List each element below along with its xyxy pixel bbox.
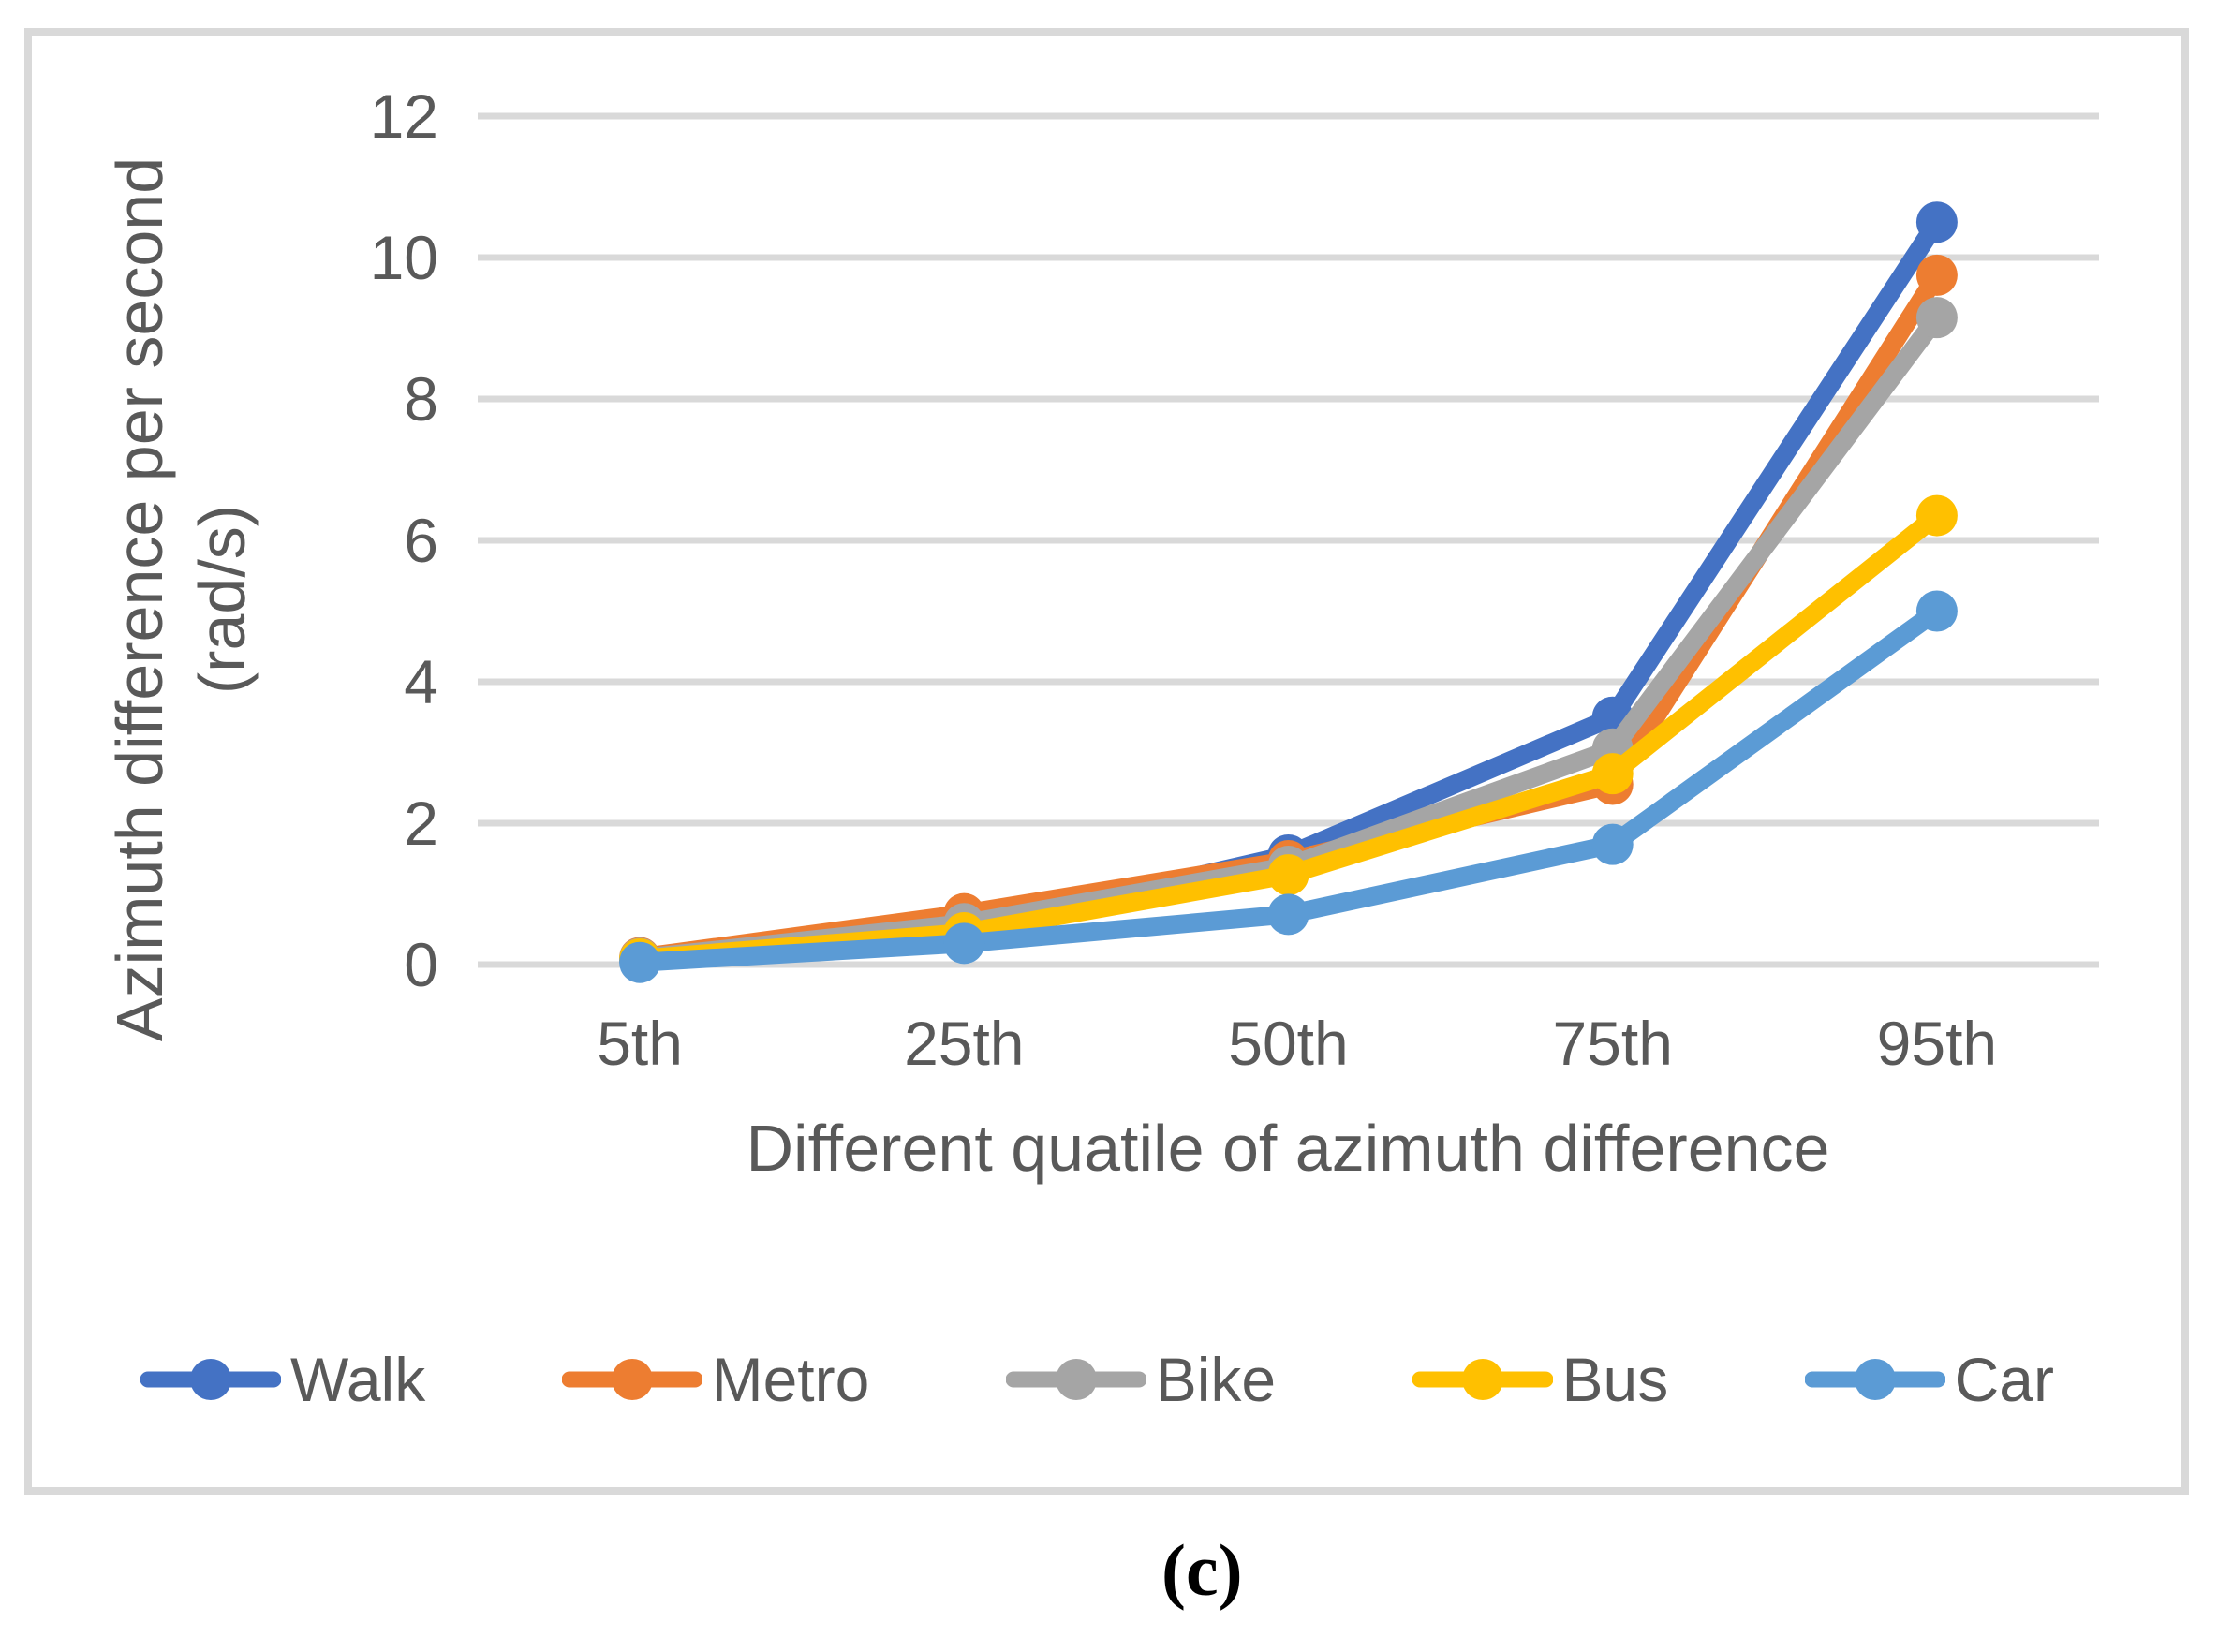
figure-caption: (c) [1161,1529,1243,1611]
y-tick-label: 10 [369,223,438,292]
legend-item-bus: Bus [1412,1344,1669,1415]
y-tick-label: 0 [404,930,438,999]
chart-border [24,28,2189,1495]
legend-item-car: Car [1804,1344,2054,1415]
legend-label: Bike [1155,1345,1277,1414]
y-tick-label: 2 [404,789,438,858]
x-axis-title: Different quatile of azimuth difference [746,1112,1830,1185]
y-tick-label: 6 [404,506,438,575]
legend-item-walk: Walk [140,1344,425,1415]
chart-legend: Walk Metro Bike Bus Car [140,1337,2054,1422]
legend-label: Bus [1561,1345,1669,1414]
y-tick-label: 4 [404,647,438,716]
y-tick-label: 12 [369,81,438,151]
metro-line-marker-icon [561,1359,702,1400]
x-tick-label: 95th [1876,1009,1998,1078]
legend-item-bike: Bike [1005,1344,1277,1415]
x-tick-label: 75th [1552,1009,1673,1078]
legend-label: Walk [290,1345,426,1414]
legend-item-metro: Metro [561,1344,870,1415]
bus-line-marker-icon [1412,1359,1553,1400]
y-axis-title-line1: Azimuth difference per second [103,156,176,1042]
y-tick-label: 8 [404,364,438,434]
y-axis-title-line2: (rad/s) [185,504,259,695]
y-axis-title: Azimuth difference per second (rad/s) [98,61,267,1138]
legend-label: Car [1954,1345,2054,1414]
x-tick-label: 25th [904,1009,1025,1078]
bike-line-marker-icon [1005,1359,1146,1400]
walk-line-marker-icon [140,1359,281,1400]
car-line-marker-icon [1804,1359,1945,1400]
legend-label: Metro [711,1345,870,1414]
x-tick-label: 5th [597,1009,683,1078]
x-tick-label: 50th [1228,1009,1349,1078]
